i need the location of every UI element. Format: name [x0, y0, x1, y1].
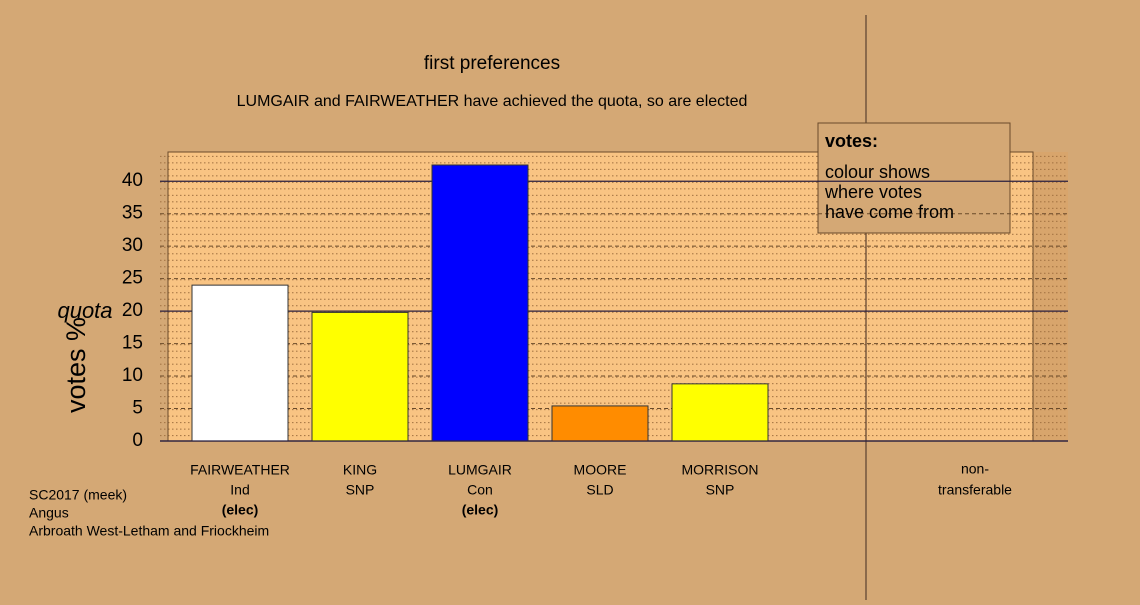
chart-subtitle: LUMGAIR and FAIRWEATHER have achieved th…	[237, 93, 748, 110]
x-tick-label: FAIRWEATHER	[190, 462, 290, 478]
chart-title: first preferences	[424, 53, 560, 74]
y-tick-label: 40	[122, 170, 143, 191]
footer-text: Angus	[29, 505, 69, 521]
y-tick-label: 35	[122, 203, 143, 224]
bar	[671, 383, 769, 442]
legend-text: colour shows	[825, 162, 930, 182]
quota-label: quota	[57, 298, 112, 323]
x-tick-label: KING	[343, 462, 377, 478]
y-tick-label: 0	[132, 430, 143, 451]
x-tick-label: MOORE	[574, 462, 627, 478]
party-label: SLD	[586, 482, 613, 498]
party-label: Con	[467, 482, 493, 498]
y-tick-label: 5	[132, 398, 143, 419]
nontransferable-label: non-	[961, 461, 989, 477]
y-tick-label: 10	[122, 365, 143, 386]
legend-box	[817, 122, 1011, 234]
bar	[551, 405, 649, 442]
footer-text: Arbroath West-Letham and Friockheim	[29, 523, 269, 539]
legend: votes:	[817, 122, 1011, 234]
legend-title: votes:	[825, 131, 878, 151]
nontransferable-label: transferable	[938, 482, 1012, 498]
legend-text: where votes	[824, 182, 922, 202]
y-tick-label: 30	[122, 235, 143, 256]
elected-note: (elec)	[462, 502, 499, 518]
y-tick-label: 20	[122, 300, 143, 321]
bar	[191, 284, 289, 442]
y-axis-label: votes %	[61, 317, 91, 413]
elected-note: (elec)	[222, 502, 259, 518]
footer-text: SC2017 (meek)	[29, 487, 127, 503]
bar	[431, 164, 529, 442]
party-label: Ind	[230, 482, 249, 498]
y-tick-label: 15	[122, 333, 143, 354]
x-tick-label: LUMGAIR	[448, 462, 512, 478]
y-tick-label: 25	[122, 268, 143, 289]
legend-text: have come from	[825, 202, 954, 222]
x-tick-label: MORRISON	[682, 462, 759, 478]
party-label: SNP	[706, 482, 735, 498]
party-label: SNP	[346, 482, 375, 498]
bar	[311, 311, 409, 442]
